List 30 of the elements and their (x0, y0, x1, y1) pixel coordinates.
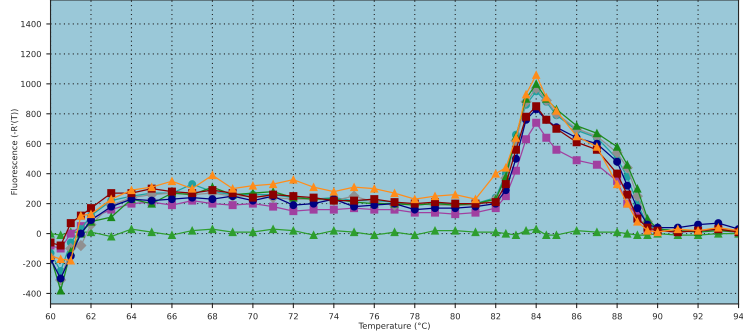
y-tick-label: 1000 (21, 80, 41, 88)
x-tick-label: 66 (167, 313, 177, 320)
y-tick-label: -200 (22, 260, 41, 267)
y-tick-label: 800 (26, 110, 41, 118)
x-tick-label: 70 (248, 313, 258, 320)
x-tick-label: 80 (450, 313, 460, 320)
x-tick-label: 76 (370, 313, 380, 320)
x-tick-label: 82 (490, 313, 500, 320)
y-axis-title: Fluorescence (-R'(T)) (10, 109, 18, 195)
y-tick-label: 600 (26, 140, 41, 148)
y-tick-label: 0 (36, 230, 41, 237)
y-tick-label: 400 (26, 170, 41, 177)
x-axis-title: Temperature (°C) (358, 322, 430, 330)
x-tick-label: 86 (572, 313, 582, 320)
y-tick-label: 1200 (21, 50, 41, 58)
x-tick-label: 72 (288, 313, 298, 320)
y-tick-label: -400 (22, 290, 41, 297)
x-tick-label: 92 (693, 313, 703, 320)
x-tick-label: 68 (208, 313, 218, 320)
x-tick-label: 94 (734, 313, 743, 320)
y-tick-label: 200 (26, 200, 41, 207)
x-tick-label: 88 (612, 313, 622, 320)
x-tick-label: 64 (126, 313, 136, 320)
x-tick-label: 62 (86, 313, 96, 320)
x-tick-label: 78 (410, 313, 420, 320)
x-tick-label: 74 (329, 313, 339, 320)
y-tick-label: 1400 (21, 20, 41, 28)
x-tick-label: 84 (531, 313, 542, 320)
x-tick-label: 90 (652, 313, 662, 320)
x-tick-label: 60 (46, 313, 56, 320)
